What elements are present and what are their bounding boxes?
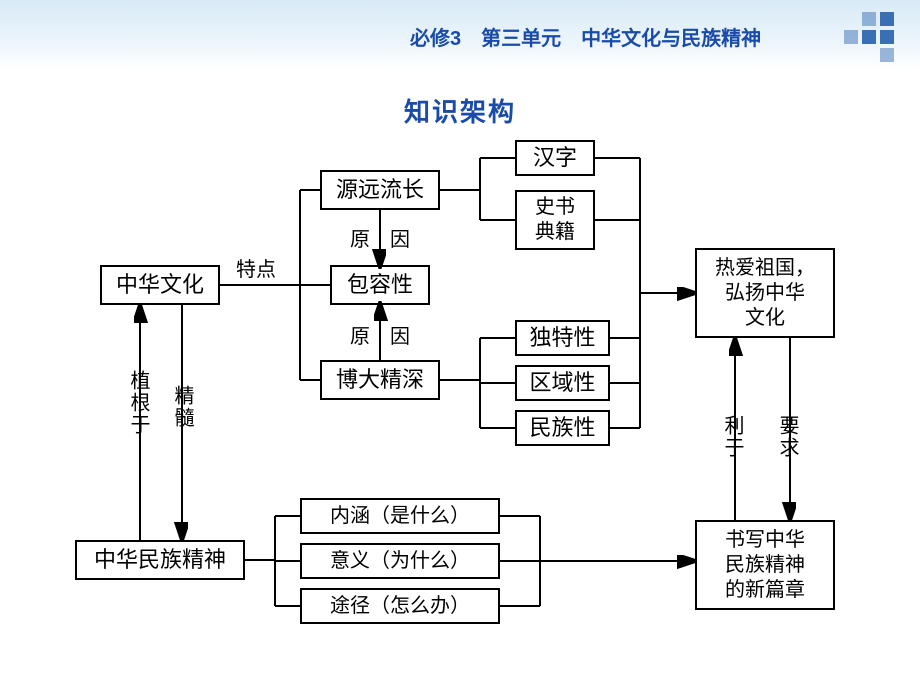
label-zhigenyu: 植根于 xyxy=(126,370,150,436)
node-reai-zuguo: 热爱祖国， 弘扬中华 文化 xyxy=(695,248,835,338)
node-baorongxing: 包容性 xyxy=(330,265,430,305)
node-zhonghua-wenhua: 中华文化 xyxy=(100,265,220,305)
node-minzuxing: 民族性 xyxy=(515,410,610,446)
node-shishu-dianji: 史书 典籍 xyxy=(515,190,595,250)
node-yiyi: 意义（为什么） xyxy=(300,543,500,579)
label-jingsui: 精髓 xyxy=(170,385,194,429)
node-hanzi: 汉字 xyxy=(515,140,595,176)
node-dutexing: 独特性 xyxy=(515,320,610,356)
node-boda-jingshen: 博大精深 xyxy=(320,360,440,400)
node-quyuxing: 区域性 xyxy=(515,365,610,401)
label-yuanyin-2: 原 因 xyxy=(350,325,410,349)
label-yaoqiu: 要求 xyxy=(775,415,799,459)
label-tedian: 特点 xyxy=(236,258,276,282)
label-liyu: 利于 xyxy=(720,415,744,459)
node-tujing: 途径（怎么办） xyxy=(300,588,500,624)
node-yuanyuan-liuchang: 源远流长 xyxy=(320,170,440,210)
node-shuxie: 书写中华 民族精神 的新篇章 xyxy=(695,520,835,610)
node-neihan: 内涵（是什么） xyxy=(300,498,500,534)
node-zhonghua-minzu-jingshen: 中华民族精神 xyxy=(75,540,245,580)
diagram-canvas: 中华文化 中华民族精神 源远流长 包容性 博大精深 汉字 史书 典籍 独特性 区… xyxy=(0,0,920,690)
label-yuanyin-1: 原 因 xyxy=(350,228,410,252)
